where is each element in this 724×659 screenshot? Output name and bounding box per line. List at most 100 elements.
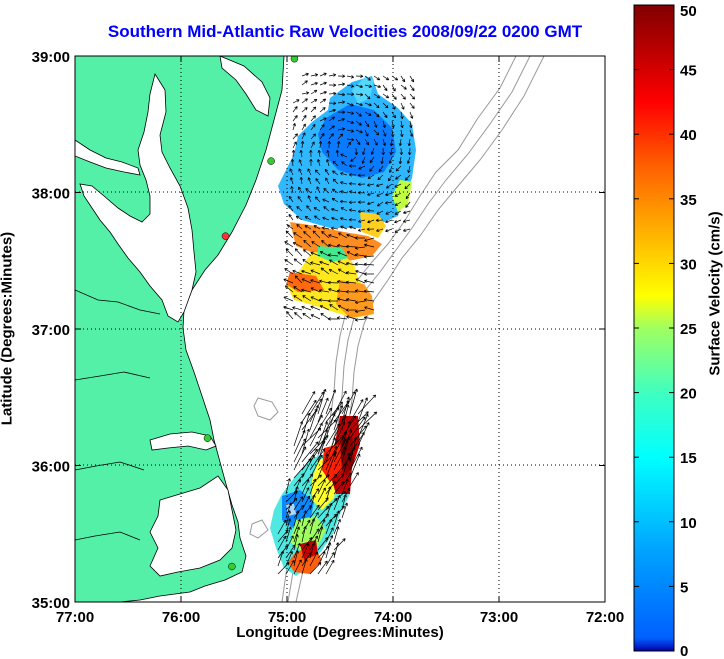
velocity-arrow xyxy=(382,75,390,81)
velocity-arrow xyxy=(357,182,366,187)
velocity-arrow xyxy=(341,494,347,511)
velocity-arrow xyxy=(394,219,402,224)
velocity-arrow xyxy=(337,251,348,257)
velocity-arrow xyxy=(346,141,351,149)
velocity-arrow xyxy=(283,278,294,284)
colorbar-tick-label: 50 xyxy=(680,3,697,20)
velocity-arrow xyxy=(363,316,375,320)
velocity-arrow xyxy=(357,228,366,232)
velocity-arrow xyxy=(329,259,339,266)
velocity-arrow xyxy=(398,156,403,165)
velocity-arrow xyxy=(337,74,346,78)
velocity-arrow xyxy=(348,190,357,194)
velocity-arrow xyxy=(293,526,300,543)
velocity-arrow xyxy=(285,502,292,519)
velocity-arrow xyxy=(333,481,345,495)
velocity-arrow xyxy=(331,188,339,194)
velocity-arrow xyxy=(380,156,384,165)
velocity-arrow xyxy=(341,502,348,519)
velocity-arrow xyxy=(332,170,339,176)
velocity-arrow xyxy=(357,200,366,204)
velocity-arrow xyxy=(307,177,312,185)
velocity-arrow xyxy=(355,129,363,134)
velocity-arrow xyxy=(323,206,330,212)
velocity-arrow xyxy=(345,290,357,294)
velocity-arrow xyxy=(358,219,366,223)
velocity-arrow xyxy=(298,159,303,167)
velocity-arrow xyxy=(293,446,307,471)
velocity-arrow xyxy=(349,472,359,487)
velocity-arrow xyxy=(345,271,357,275)
velocity-arrow xyxy=(346,102,354,107)
velocity-arrow xyxy=(363,254,375,259)
velocity-arrow xyxy=(389,147,393,156)
colorbar-tick-label: 25 xyxy=(680,321,697,338)
velocity-arrow xyxy=(288,213,294,221)
velocity-arrow xyxy=(309,562,322,575)
velocity-arrow xyxy=(354,262,366,266)
velocity-arrow xyxy=(366,183,375,187)
potomac-river xyxy=(75,139,141,176)
velocity-arrow xyxy=(293,258,303,266)
velocity-arrow xyxy=(297,195,303,203)
velocity-arrow xyxy=(364,129,369,137)
velocity-arrow xyxy=(325,559,335,575)
velocity-arrow xyxy=(301,391,316,415)
velocity-arrow xyxy=(319,90,327,95)
velocity-arrow xyxy=(363,298,375,302)
velocity-arrow xyxy=(307,168,312,176)
velocity-arrow xyxy=(354,253,366,257)
velocity-arrow xyxy=(385,210,393,215)
velocity-arrow xyxy=(376,183,384,187)
velocity-arrow xyxy=(302,295,312,302)
velocity-arrow xyxy=(336,243,348,248)
velocity-arrow xyxy=(355,278,366,284)
y-tick-label: 36:00 xyxy=(32,459,70,476)
velocity-arrow xyxy=(358,165,366,170)
velocity-arrow xyxy=(317,149,321,158)
velocity-arrow xyxy=(357,394,377,415)
velocity-arrow xyxy=(317,397,329,423)
velocity-arrow xyxy=(332,178,339,185)
velocity-arrow xyxy=(345,244,357,249)
velocity-arrow xyxy=(306,205,312,212)
velocity-arrow xyxy=(349,431,365,455)
velocity-arrow xyxy=(364,306,375,311)
velocity-arrow xyxy=(336,280,348,284)
velocity-arrow xyxy=(309,518,316,535)
velocity-arrow xyxy=(326,149,330,158)
velocity-arrow xyxy=(349,436,358,463)
velocity-arrow xyxy=(364,75,371,81)
velocity-arrow xyxy=(325,453,336,479)
velocity-arrow xyxy=(346,75,355,79)
velocity-arrow xyxy=(319,81,327,86)
velocity-arrow xyxy=(309,405,319,431)
colorbar-tick-label: 35 xyxy=(680,192,697,209)
velocity-arrow xyxy=(315,196,321,203)
velocity-arrow xyxy=(313,225,321,230)
velocity-arrow xyxy=(364,237,375,242)
velocity-arrow xyxy=(301,107,308,113)
velocity-arrow xyxy=(357,411,378,431)
velocity-arrow xyxy=(337,127,346,131)
velocity-arrow xyxy=(301,80,308,86)
velocity-arrow xyxy=(284,285,294,293)
velocity-arrow xyxy=(346,84,355,88)
velocity-arrow xyxy=(301,115,307,122)
velocity-arrow xyxy=(328,83,337,87)
velocity-arrow xyxy=(304,225,312,230)
velocity-arrow xyxy=(355,74,364,79)
pamlico-sound xyxy=(149,475,237,577)
velocity-arrow xyxy=(336,316,348,320)
velocity-arrow xyxy=(301,504,312,519)
velocity-arrow xyxy=(307,195,312,203)
velocity-arrow xyxy=(378,165,384,173)
velocity-arrow xyxy=(310,305,321,311)
velocity-arrow xyxy=(404,183,411,190)
station-marker xyxy=(221,232,230,240)
velocity-arrow xyxy=(357,397,368,423)
velocity-arrow xyxy=(325,552,335,567)
velocity-arrow xyxy=(310,115,316,122)
velocity-arrow xyxy=(317,519,326,535)
velocity-arrow xyxy=(363,272,375,276)
